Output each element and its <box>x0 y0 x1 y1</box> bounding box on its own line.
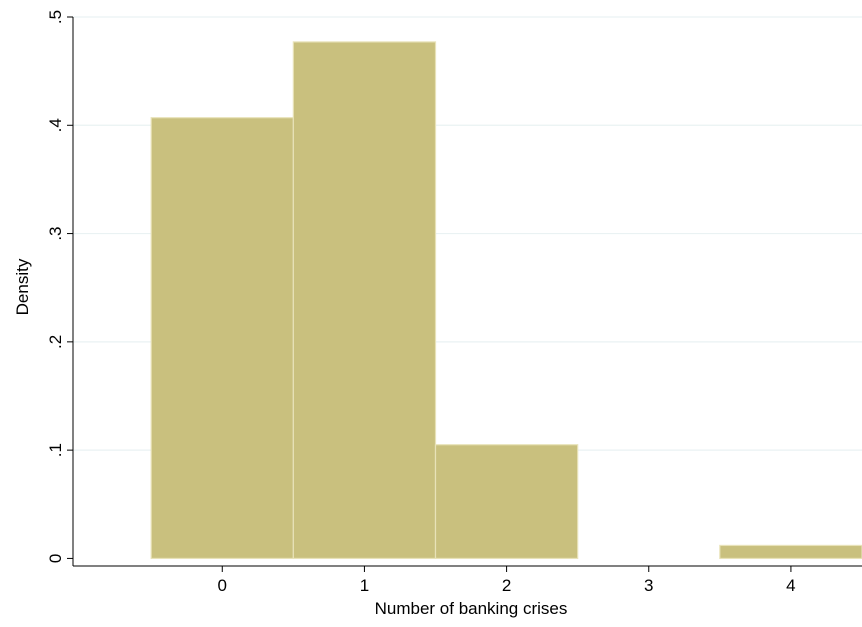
y-tick-label-2: .2 <box>46 335 65 349</box>
bar-0 <box>150 117 294 560</box>
y-axis-ticks: 0 .1 .2 .3 .4 .5 <box>46 10 73 563</box>
x-tick-label-2: 2 <box>502 576 511 595</box>
y-tick-label-4: .4 <box>46 118 65 132</box>
x-tick-label-3: 3 <box>644 576 653 595</box>
y-tick-label-3: .3 <box>46 226 65 240</box>
bar-1 <box>292 41 437 560</box>
x-axis-ticks: 0 1 2 3 4 <box>218 566 796 595</box>
x-tick-label-0: 0 <box>218 576 227 595</box>
y-tick-label-0: 0 <box>46 554 65 563</box>
x-tick-label-4: 4 <box>786 576 795 595</box>
bars <box>150 41 862 560</box>
bar-2 <box>434 444 579 560</box>
x-axis-label: Number of banking crises <box>375 599 568 618</box>
y-tick-label-5: .5 <box>46 10 65 24</box>
y-axis-label: Density <box>13 258 32 315</box>
x-tick-label-1: 1 <box>360 576 369 595</box>
bar-4 <box>719 544 862 560</box>
y-tick-label-1: .1 <box>46 443 65 457</box>
